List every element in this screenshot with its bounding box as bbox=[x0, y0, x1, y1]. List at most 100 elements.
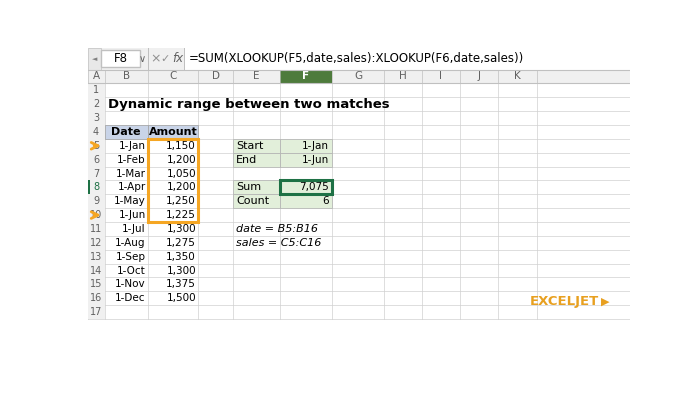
Text: 8: 8 bbox=[93, 182, 99, 192]
Bar bbox=[104, 125, 148, 139]
Text: 1,375: 1,375 bbox=[166, 279, 196, 289]
Text: 1-Jun: 1-Jun bbox=[302, 155, 329, 165]
Bar bbox=[88, 194, 104, 208]
Text: A: A bbox=[92, 72, 99, 82]
Bar bbox=[88, 48, 102, 70]
Text: ∨: ∨ bbox=[139, 54, 146, 64]
Bar bbox=[88, 250, 104, 264]
Text: ✓: ✓ bbox=[160, 54, 169, 64]
Bar bbox=[280, 180, 332, 194]
Text: =SUM(XLOOKUP(F5,date,sales):XLOOKUP(F6,date,sales)): =SUM(XLOOKUP(F5,date,sales):XLOOKUP(F6,d… bbox=[188, 52, 524, 65]
Text: B: B bbox=[122, 72, 130, 82]
Text: Start: Start bbox=[237, 141, 264, 151]
Bar bbox=[233, 153, 280, 166]
Bar bbox=[88, 166, 104, 180]
Text: F: F bbox=[302, 72, 309, 82]
Text: 1-Dec: 1-Dec bbox=[115, 293, 146, 303]
Bar bbox=[88, 125, 104, 139]
Text: 1,050: 1,050 bbox=[167, 168, 196, 178]
Text: 1,300: 1,300 bbox=[167, 266, 196, 276]
Text: 1,300: 1,300 bbox=[167, 224, 196, 234]
Text: 1-Jun: 1-Jun bbox=[118, 210, 146, 220]
Text: D: D bbox=[212, 72, 220, 82]
Text: 1,250: 1,250 bbox=[167, 196, 196, 206]
Text: 11: 11 bbox=[90, 224, 102, 234]
Text: 1,150: 1,150 bbox=[167, 141, 196, 151]
Text: Sum: Sum bbox=[237, 182, 261, 192]
Text: sales = C5:C16: sales = C5:C16 bbox=[237, 238, 322, 248]
Text: 1-Mar: 1-Mar bbox=[116, 168, 146, 178]
Bar bbox=[88, 153, 104, 166]
Bar bbox=[88, 278, 104, 291]
Bar bbox=[88, 208, 104, 222]
Text: 1-Sep: 1-Sep bbox=[116, 252, 146, 262]
Bar bbox=[88, 139, 104, 153]
Text: End: End bbox=[237, 155, 258, 165]
Text: ×: × bbox=[150, 52, 161, 65]
Bar bbox=[280, 70, 332, 84]
Bar bbox=[102, 50, 140, 67]
Text: 1-Apr: 1-Apr bbox=[118, 182, 146, 192]
Text: 5: 5 bbox=[93, 141, 99, 151]
Text: 1-Jan: 1-Jan bbox=[118, 141, 146, 151]
Text: 1-Oct: 1-Oct bbox=[117, 266, 146, 276]
Text: 10: 10 bbox=[90, 210, 102, 220]
Bar bbox=[233, 180, 280, 194]
Text: 14: 14 bbox=[90, 266, 102, 276]
Bar bbox=[280, 139, 332, 153]
Text: 6: 6 bbox=[323, 196, 329, 206]
Text: 6: 6 bbox=[93, 155, 99, 165]
Bar bbox=[88, 180, 104, 194]
Bar bbox=[88, 70, 630, 84]
Text: 1,225: 1,225 bbox=[166, 210, 196, 220]
Text: 1-Jul: 1-Jul bbox=[122, 224, 146, 234]
Text: 4: 4 bbox=[93, 127, 99, 137]
Text: Amount: Amount bbox=[149, 127, 197, 137]
Text: 1-Nov: 1-Nov bbox=[115, 279, 146, 289]
Text: 1,500: 1,500 bbox=[167, 293, 196, 303]
Bar bbox=[88, 305, 104, 319]
Text: 1-Aug: 1-Aug bbox=[115, 238, 146, 248]
Text: 9: 9 bbox=[93, 196, 99, 206]
Text: 1-Feb: 1-Feb bbox=[117, 155, 146, 165]
Text: 7: 7 bbox=[93, 168, 99, 178]
Text: ▶: ▶ bbox=[601, 296, 609, 306]
Text: F8: F8 bbox=[114, 52, 128, 65]
Text: 1-May: 1-May bbox=[114, 196, 146, 206]
Bar bbox=[280, 153, 332, 166]
Text: Date: Date bbox=[111, 127, 141, 137]
Text: fx: fx bbox=[172, 52, 183, 65]
Text: 1: 1 bbox=[93, 85, 99, 95]
Bar bbox=[88, 111, 104, 125]
Bar bbox=[88, 84, 104, 97]
Text: J: J bbox=[477, 72, 480, 82]
Text: Count: Count bbox=[237, 196, 270, 206]
Text: K: K bbox=[514, 72, 521, 82]
Bar bbox=[233, 194, 280, 208]
Bar bbox=[88, 291, 104, 305]
Text: 16: 16 bbox=[90, 293, 102, 303]
Bar bbox=[88, 48, 630, 70]
Bar bbox=[280, 180, 332, 194]
Text: 1-Jan: 1-Jan bbox=[302, 141, 329, 151]
Text: 2: 2 bbox=[93, 99, 99, 109]
Text: 1,200: 1,200 bbox=[167, 182, 196, 192]
Text: C: C bbox=[169, 72, 177, 82]
Bar bbox=[88, 222, 104, 236]
Text: 1,275: 1,275 bbox=[166, 238, 196, 248]
Text: 1,350: 1,350 bbox=[167, 252, 196, 262]
Text: Dynamic range between two matches: Dynamic range between two matches bbox=[108, 98, 389, 111]
Text: ◄: ◄ bbox=[92, 56, 97, 62]
Text: 15: 15 bbox=[90, 279, 102, 289]
Bar bbox=[184, 48, 185, 70]
Bar bbox=[185, 48, 630, 70]
Text: 17: 17 bbox=[90, 307, 102, 317]
Text: EXCELJET: EXCELJET bbox=[530, 295, 599, 308]
Text: 12: 12 bbox=[90, 238, 102, 248]
Bar bbox=[88, 264, 104, 278]
Text: E: E bbox=[253, 72, 260, 82]
Bar bbox=[148, 139, 198, 222]
Text: G: G bbox=[354, 72, 362, 82]
Text: H: H bbox=[400, 72, 407, 82]
Text: I: I bbox=[440, 72, 442, 82]
